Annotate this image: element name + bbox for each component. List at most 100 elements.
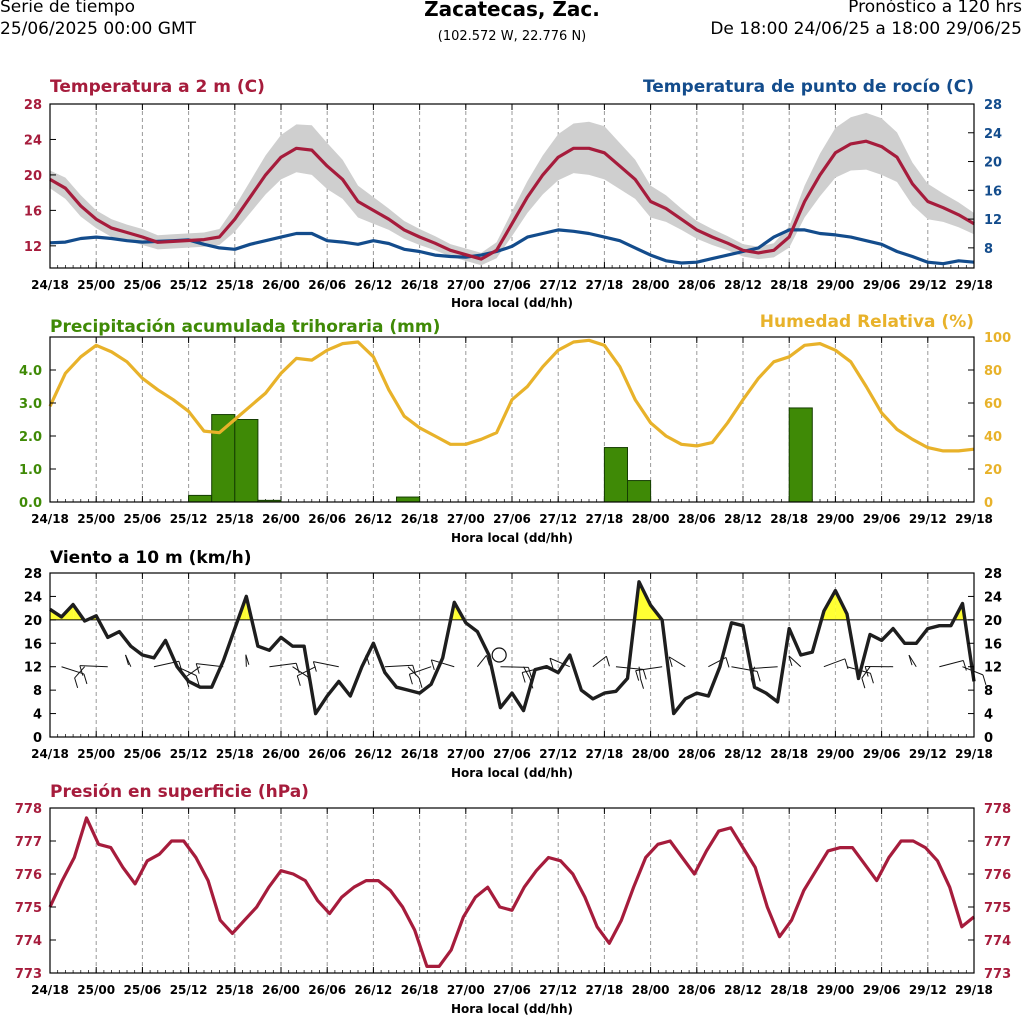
wind-barb-staff	[592, 655, 607, 668]
wind-barb-feather	[527, 667, 532, 678]
pressure-y-tick-label: 777	[15, 835, 42, 850]
temp-y-tick-label: 24	[24, 133, 42, 148]
plot-border	[49, 807, 975, 974]
right-header-line2: De 18:00 24/06/25 a 18:00 29/06/25	[710, 19, 1022, 39]
wind-barb	[615, 666, 647, 680]
wind-barb-feather	[642, 669, 647, 680]
x-tick-label: 26/00	[262, 747, 300, 761]
x-tick-label: 28/12	[724, 983, 762, 997]
x-tick-label: 29/06	[863, 983, 901, 997]
wind-barb-staff	[668, 656, 686, 668]
x-tick-label: 28/06	[678, 747, 716, 761]
x-tick-label: 25/06	[124, 983, 162, 997]
precip-y-tick-label: 4.0	[19, 364, 42, 379]
x-tick-label: 25/12	[170, 512, 208, 526]
pressure-y-tick-label: 775	[984, 901, 1011, 916]
temp-y-tick-label: 28	[24, 98, 42, 113]
humidity-y-tick-label: 20	[984, 463, 1002, 478]
wind-barb-staff	[638, 666, 642, 679]
x-tick-label: 26/00	[262, 983, 300, 997]
wind-barb-staff	[61, 666, 85, 675]
precip-y-tick-label: 1.0	[19, 463, 42, 478]
dewpoint-line	[49, 228, 975, 266]
pressure-y-tick-label: 774	[15, 934, 42, 949]
x-tick-label: 26/06	[308, 512, 346, 526]
x-tick-label: 28/12	[724, 278, 762, 292]
wind-barb-feather	[521, 672, 526, 683]
x-tick-label: 28/00	[632, 983, 670, 997]
x-tick-label: 29/18	[955, 512, 993, 526]
precipitation-bar	[788, 407, 813, 503]
x-tick-label: 28/12	[724, 747, 762, 761]
wind-barb-feather	[430, 659, 435, 670]
wind-barb-staff	[79, 665, 108, 668]
x-tick-label: 25/18	[216, 512, 254, 526]
plot-border	[49, 103, 975, 269]
x-tick-label: 25/00	[77, 983, 115, 997]
dewpoint-y-tick-label: 24	[984, 127, 1002, 142]
wind-barb	[476, 655, 490, 668]
precipitation-bar	[396, 496, 421, 503]
x-tick-label: 28/00	[632, 278, 670, 292]
wind-y-tick-label: 0	[984, 731, 993, 746]
wind-barb	[296, 666, 316, 686]
temp-y-tick-label: 16	[24, 204, 42, 219]
wind-barb	[823, 658, 849, 669]
wind-barb-feather	[408, 674, 413, 685]
x-tick-label: 29/12	[909, 278, 947, 292]
x-tick-label: 27/00	[447, 983, 485, 997]
relative-humidity-line	[48, 338, 975, 453]
x-tick-label: 28/18	[770, 983, 808, 997]
x-tick-label: 27/12	[539, 983, 577, 997]
wind-barb-staff	[939, 660, 964, 668]
pressure-y-tick-label: 778	[984, 802, 1011, 817]
panel-3-frame	[49, 573, 975, 737]
wind-barb	[125, 654, 132, 667]
wind-barb-feather	[908, 654, 913, 666]
x-tick-label: 26/00	[262, 512, 300, 526]
wind-y-tick-label: 0	[33, 731, 42, 746]
wind-barb-feather	[605, 656, 610, 667]
x-tick-label: 25/18	[216, 747, 254, 761]
x-tick-label: 25/06	[124, 747, 162, 761]
x-tick-label: 26/12	[355, 983, 393, 997]
x-tick-label: 25/12	[170, 278, 208, 292]
dewpoint-y-tick-label: 28	[984, 98, 1002, 113]
x-tick-label: 27/18	[586, 512, 624, 526]
wind-barb-feather	[245, 654, 250, 665]
x-tick-label: 24/18	[31, 512, 69, 526]
x-tick-label: 27/06	[493, 512, 531, 526]
wind-barb-feather	[295, 663, 300, 674]
x-tick-label: 25/00	[77, 278, 115, 292]
wind-panel-title: Viento a 10 m (km/h)	[50, 548, 252, 568]
precipitation-bar	[234, 419, 259, 503]
wind-barb	[61, 666, 88, 685]
x-tick-label: 28/18	[770, 278, 808, 292]
wind-y-tick-label: 4	[984, 708, 993, 723]
x-tick-label: 29/18	[955, 278, 993, 292]
pressure-y-tick-label: 773	[15, 967, 42, 982]
x-tick-label: 24/18	[31, 983, 69, 997]
x-tick-label: 28/06	[678, 278, 716, 292]
wind-barb-staff	[476, 655, 487, 668]
wind-barb-staff	[409, 666, 432, 675]
humidity-y-tick-label: 80	[984, 364, 1002, 379]
wind-y-tick-label: 24	[24, 590, 42, 605]
pressure-y-tick-label: 773	[984, 967, 1011, 982]
wind-barb	[638, 666, 644, 689]
wind-barb-staff	[908, 654, 917, 667]
pressure-y-tick-label: 777	[984, 835, 1011, 850]
x-tick-label: 27/06	[493, 278, 531, 292]
x-tick-label: 28/00	[632, 512, 670, 526]
x-tick-label: 27/00	[447, 278, 485, 292]
wind-barb	[430, 659, 455, 670]
wind-barb-feather	[485, 655, 490, 666]
wind-barb-feather	[195, 675, 200, 686]
wind-barb	[668, 656, 686, 668]
wind-barb-feather	[788, 655, 793, 666]
pressure-y-tick-label: 776	[15, 868, 42, 883]
wind-barb-feather	[74, 677, 79, 689]
wind-barb-staff	[749, 666, 778, 670]
wind-barb	[635, 666, 663, 681]
